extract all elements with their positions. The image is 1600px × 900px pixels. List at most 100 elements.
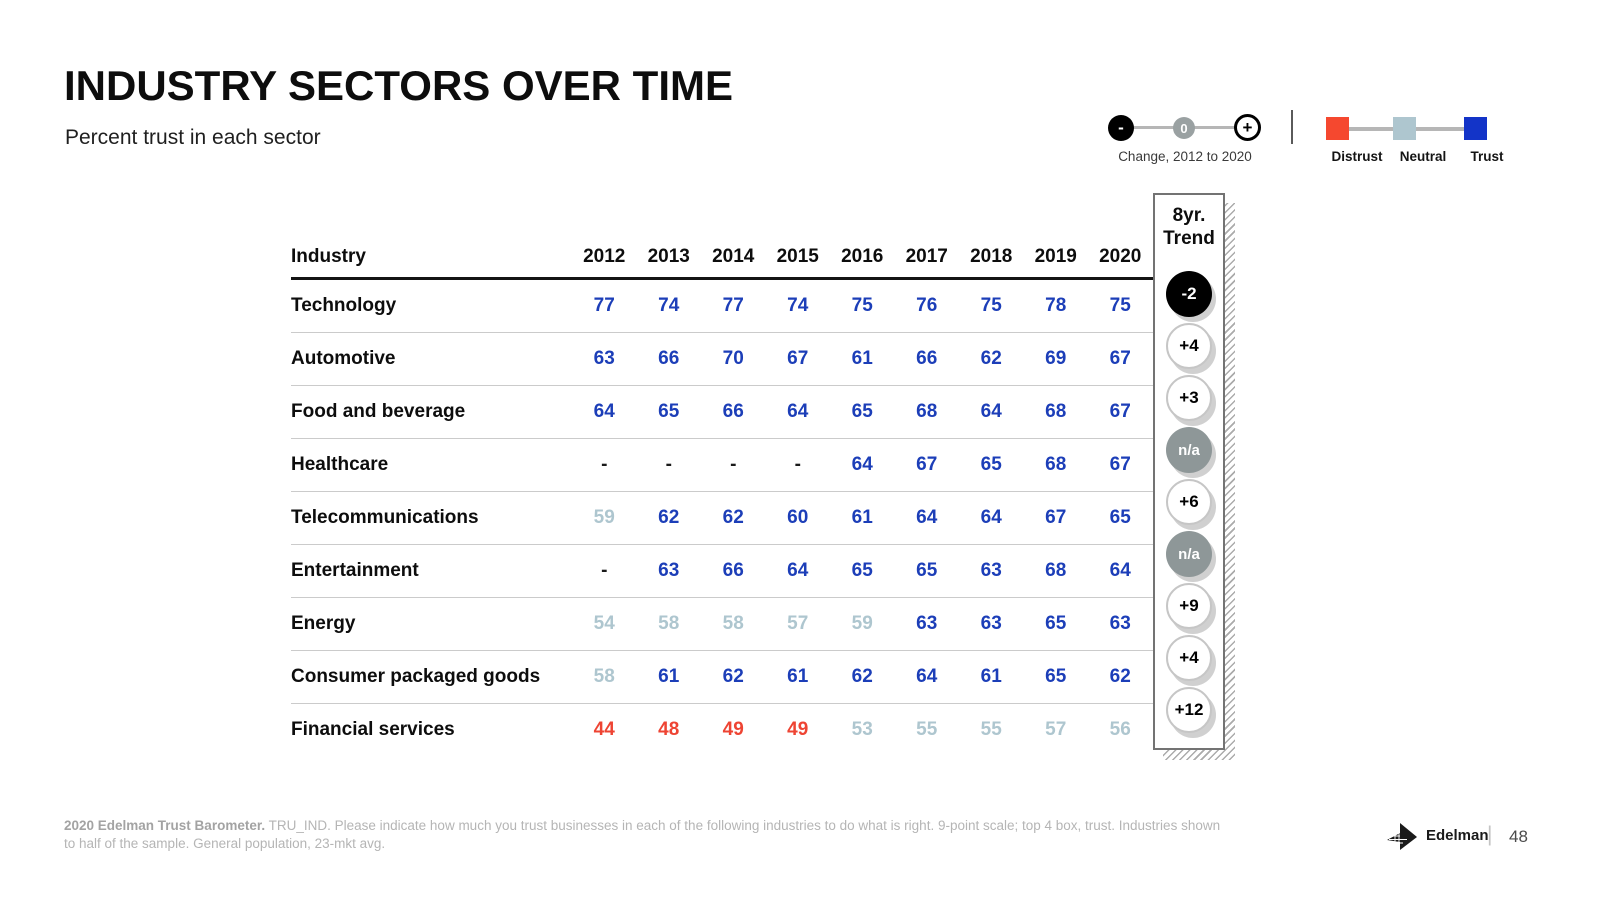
brand-footer: Edelman bbox=[1385, 820, 1489, 850]
trend-badge: n/a bbox=[1166, 427, 1212, 473]
value-cell: 66 bbox=[722, 560, 744, 581]
year-header: 2015 bbox=[776, 246, 819, 267]
value-cell: 70 bbox=[722, 348, 744, 369]
value-cell: 62 bbox=[1109, 666, 1131, 687]
value-cell: - bbox=[601, 454, 608, 475]
table-row: Telecommunications 59 62 62 60 61 64 64 67 65 bbox=[291, 492, 1153, 545]
distrust-label: Distrust bbox=[1331, 149, 1383, 164]
value-cell: 76 bbox=[916, 295, 938, 316]
value-cell: 65 bbox=[980, 454, 1002, 475]
trend-badge: +4 bbox=[1166, 323, 1212, 369]
value-cell: 63 bbox=[980, 560, 1002, 581]
minus-circle-icon: - bbox=[1108, 115, 1134, 141]
value-cell: 67 bbox=[1109, 348, 1131, 369]
value-cell: 57 bbox=[787, 613, 809, 634]
value-cell: 53 bbox=[851, 719, 873, 740]
neutral-label: Neutral bbox=[1399, 149, 1447, 164]
industry-cell: Consumer packaged goods bbox=[291, 666, 541, 687]
value-cell: 61 bbox=[851, 507, 873, 528]
value-cell: 62 bbox=[722, 507, 744, 528]
value-cell: 75 bbox=[851, 295, 873, 316]
value-cell: 63 bbox=[916, 613, 938, 634]
value-cell: 67 bbox=[1109, 454, 1131, 475]
value-cell: 77 bbox=[593, 295, 615, 316]
year-header: 2012 bbox=[583, 246, 626, 267]
year-header: 2020 bbox=[1099, 246, 1142, 267]
value-cell: 61 bbox=[980, 666, 1002, 687]
value-cell: 65 bbox=[851, 560, 873, 581]
year-header: 2018 bbox=[970, 246, 1013, 267]
value-cell: 75 bbox=[980, 295, 1002, 316]
page-title: INDUSTRY SECTORS OVER TIME bbox=[64, 62, 733, 109]
trend-box: 8yr. Trend -2 +4 +3 n/a +6 n/a +9 +4 +12 bbox=[1153, 193, 1225, 750]
table-row: Consumer packaged goods 58 61 62 61 62 64 61 65 6… bbox=[291, 651, 1153, 704]
value-cell: - bbox=[665, 454, 672, 475]
trust-table: Industry 2012 2013 2014 2015 2016 2017 2018 201… bbox=[291, 205, 1153, 756]
value-cell: 69 bbox=[1045, 348, 1067, 369]
value-cell: 65 bbox=[1045, 613, 1067, 634]
value-cell: 65 bbox=[658, 401, 680, 422]
value-cell: 60 bbox=[787, 507, 809, 528]
industry-header: Industry bbox=[291, 246, 366, 267]
value-cell: 66 bbox=[722, 401, 744, 422]
value-cell: 66 bbox=[658, 348, 680, 369]
page-divider: | bbox=[1487, 823, 1493, 846]
value-cell: 61 bbox=[851, 348, 873, 369]
industry-cell: Financial services bbox=[291, 719, 455, 740]
value-cell: - bbox=[730, 454, 737, 475]
zero-circle-icon: 0 bbox=[1173, 117, 1195, 139]
footnote-line2: to half of the sample. General populatio… bbox=[64, 836, 386, 852]
value-cell: 64 bbox=[916, 666, 938, 687]
year-header: 2013 bbox=[647, 246, 690, 267]
trust-label: Trust bbox=[1470, 149, 1504, 164]
value-cell: 67 bbox=[787, 348, 809, 369]
year-header: 2016 bbox=[841, 246, 884, 267]
value-cell: 65 bbox=[1045, 666, 1067, 687]
value-cell: 65 bbox=[916, 560, 938, 581]
value-cell: 64 bbox=[787, 401, 809, 422]
footnote: 2020 Edelman Trust Barometer. TRU_IND. P… bbox=[64, 817, 1344, 853]
table-row: Automotive 63 66 70 67 61 66 62 69 67 bbox=[291, 333, 1153, 386]
page-subtitle: Percent trust in each sector bbox=[65, 126, 321, 149]
value-cell: 64 bbox=[851, 454, 873, 475]
trend-badge: +4 bbox=[1166, 635, 1212, 681]
value-cell: 68 bbox=[1045, 401, 1067, 422]
value-cell: 67 bbox=[1045, 507, 1067, 528]
value-cell: 77 bbox=[722, 295, 744, 316]
value-cell: 59 bbox=[851, 613, 873, 634]
trend-badge: +12 bbox=[1166, 687, 1212, 733]
value-cell: 74 bbox=[787, 295, 809, 316]
value-cell: 63 bbox=[1109, 613, 1131, 634]
value-cell: 68 bbox=[1045, 560, 1067, 581]
value-cell: 63 bbox=[658, 560, 680, 581]
year-header: 2019 bbox=[1034, 246, 1077, 267]
value-cell: 58 bbox=[658, 613, 680, 634]
value-cell: 68 bbox=[916, 401, 938, 422]
industry-cell: Telecommunications bbox=[291, 507, 479, 528]
value-cell: 78 bbox=[1045, 295, 1067, 316]
industry-cell: Healthcare bbox=[291, 454, 389, 475]
value-cell: 67 bbox=[1109, 401, 1131, 422]
trend-header-line1: 8yr. bbox=[1172, 205, 1206, 226]
value-cell: 55 bbox=[980, 719, 1002, 740]
industry-cell: Entertainment bbox=[291, 560, 419, 581]
change-caption: Change, 2012 to 2020 bbox=[1118, 149, 1252, 164]
value-cell: 55 bbox=[916, 719, 938, 740]
value-cell: 61 bbox=[787, 666, 809, 687]
footnote-line1: TRU_IND. Please indicate how much you tr… bbox=[268, 818, 1221, 833]
value-cell: 62 bbox=[658, 507, 680, 528]
trust-swatch bbox=[1464, 117, 1487, 140]
value-cell: 49 bbox=[722, 719, 744, 740]
value-cell: 58 bbox=[593, 666, 615, 687]
table-header-row: Industry 2012 2013 2014 2015 2016 2017 2018 201… bbox=[291, 205, 1153, 280]
page-number: 48 bbox=[1509, 827, 1528, 846]
trend-header-line2: Trend bbox=[1163, 228, 1215, 249]
trend-badge: +9 bbox=[1166, 583, 1212, 629]
plus-circle-icon: + bbox=[1234, 114, 1261, 141]
value-cell: 65 bbox=[1109, 507, 1131, 528]
value-cell: 54 bbox=[593, 613, 615, 634]
value-cell: 44 bbox=[593, 719, 615, 740]
value-cell: 66 bbox=[916, 348, 938, 369]
year-header: 2014 bbox=[712, 246, 755, 267]
value-cell: 61 bbox=[658, 666, 680, 687]
